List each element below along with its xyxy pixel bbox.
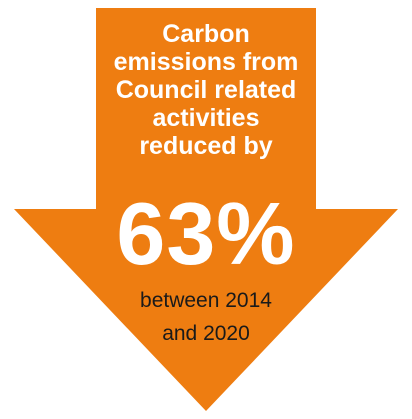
reduction-percentage: 63% xyxy=(116,184,296,283)
time-period-line: between 2014 xyxy=(140,289,272,312)
time-period-line: and 2020 xyxy=(162,322,250,345)
headline-line: activities xyxy=(152,104,260,132)
headline-line: reduced by xyxy=(139,132,273,160)
headline-line: Council related xyxy=(115,76,297,104)
arrow-body xyxy=(14,8,398,411)
headline-line: Carbon xyxy=(162,20,250,48)
headline: Carbon emissions from Council related ac… xyxy=(96,20,316,160)
time-period: between 2014 and 2020 xyxy=(96,284,316,350)
headline-line: emissions from xyxy=(113,48,299,76)
